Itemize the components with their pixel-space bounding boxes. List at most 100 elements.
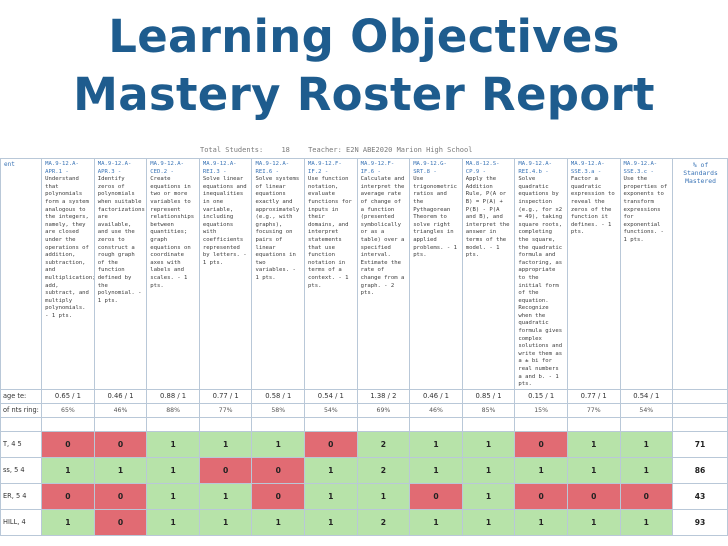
header-standard: MA.8-12.S-CP.9 - Apply the Addition Rule,… xyxy=(461,158,516,390)
score-cell: 0 xyxy=(198,456,253,484)
score-cell: 1 xyxy=(566,430,621,458)
standard-code: MA.8-12.S-CP.9 - xyxy=(465,161,500,175)
percent-cell: 65% xyxy=(41,402,95,418)
header-standard: MA.9-12.G-SRT.8 - Use trigonometric ratio… xyxy=(409,158,463,390)
score-cell: 1 xyxy=(409,508,463,536)
standard-code: MA.9-12.A-APR.1 - xyxy=(45,161,79,175)
standard-text: Calculate and interpret the average rate… xyxy=(360,176,405,297)
percent-cell: 85% xyxy=(461,402,516,418)
score-cell: 1 xyxy=(566,456,621,484)
score-cell: 0 xyxy=(93,508,148,536)
header-standard: MA.9-12.F-IF.2 - Use function notation, e… xyxy=(304,158,358,390)
standard-text: Use function notation, evaluate function… xyxy=(308,176,352,289)
student-row: T, 4 5 0 0 1 1 1 0 2 1 1 0 1 1 71 xyxy=(0,430,728,458)
mastered-percent-cell: 93 xyxy=(672,508,728,536)
average-cell: 0.54 / 1 xyxy=(619,388,674,404)
percent-cell: 69% xyxy=(356,402,411,418)
score-cell: 1 xyxy=(251,508,306,536)
header-standard: MA.9-12.A-REI.4.b - Solve quadratic equat… xyxy=(514,158,568,390)
header-standard: MA.9-12.A-REI.6 - Solve systems of linear… xyxy=(251,158,306,390)
score-cell: 1 xyxy=(514,456,568,484)
average-label: age te: xyxy=(0,388,43,404)
standard-text: Solve linear equations and inequalities … xyxy=(202,176,247,266)
score-cell: 1 xyxy=(461,508,516,536)
header-standard: MA.9-12.A-SSE.3.c - Use the properties of… xyxy=(619,158,674,390)
standard-code: MA.9-12.A-SSE.3.c - xyxy=(623,161,658,175)
score-cell: 1 xyxy=(198,508,253,536)
score-cell: 0 xyxy=(566,482,621,510)
mastery-table: ent MA.9-12.A-APR.1 - Understand that pol… xyxy=(0,158,728,536)
average-cell: 0.77 / 1 xyxy=(198,388,253,404)
standard-text: Create equations in two or more variable… xyxy=(150,176,195,289)
standard-code: MA.9-12.A-REI.4.b - xyxy=(518,161,553,175)
standard-text: Use the properties of exponents to trans… xyxy=(623,176,668,243)
percent-cell: 58% xyxy=(251,402,306,418)
mastered-percent-cell: 71 xyxy=(672,430,728,458)
score-cell: 1 xyxy=(514,508,568,536)
spacer-row xyxy=(0,416,728,432)
score-cell: 1 xyxy=(41,456,95,484)
score-cell: 1 xyxy=(619,430,674,458)
score-cell: 1 xyxy=(566,508,621,536)
standard-text: Use trigonometric ratios and the Pythago… xyxy=(413,176,457,259)
score-cell: 2 xyxy=(356,430,411,458)
percent-cell: 54% xyxy=(304,402,358,418)
average-row: age te: 0.65 / 1 0.46 / 1 0.88 / 1 0.77 … xyxy=(0,388,728,404)
average-cell: 0.54 / 1 xyxy=(304,388,358,404)
average-cell: 0.46 / 1 xyxy=(409,388,463,404)
score-cell: 1 xyxy=(146,456,200,484)
standard-text: Solve quadratic equations by inspection … xyxy=(518,176,563,388)
standard-text: Apply the Addition Rule, P(A or B) = P(A… xyxy=(465,176,510,259)
title-line-1: Learning Objectives xyxy=(108,10,620,63)
student-label: ER, 5 4 xyxy=(0,482,43,510)
header-student: ent xyxy=(0,158,43,390)
title-line-2: Mastery Roster Report xyxy=(73,68,655,121)
score-cell: 1 xyxy=(461,456,516,484)
student-label: ss, 5 4 xyxy=(0,456,43,484)
score-cell: 0 xyxy=(41,482,95,510)
mastered-percent-cell: 43 xyxy=(672,482,728,510)
average-cell-empty xyxy=(672,388,728,404)
score-cell: 1 xyxy=(356,482,411,510)
score-cell: 1 xyxy=(461,430,516,458)
score-cell: 1 xyxy=(461,482,516,510)
average-cell: 0.77 / 1 xyxy=(566,388,621,404)
average-cell: 0.88 / 1 xyxy=(146,388,200,404)
score-cell: 1 xyxy=(146,430,200,458)
standard-code: MA.9-12.A-CED.2 - xyxy=(150,161,184,175)
score-cell: 1 xyxy=(304,456,358,484)
header-standard: MA.9-12.A-REI.3 - Solve linear equations … xyxy=(198,158,253,390)
score-cell: 2 xyxy=(356,508,411,536)
standard-code: MA.9-12.A-SSE.3.a - xyxy=(570,161,605,175)
score-cell: 1 xyxy=(409,430,463,458)
score-cell: 0 xyxy=(41,430,95,458)
average-cell: 0.46 / 1 xyxy=(93,388,148,404)
header-standard: MA.9-12.A-APR.3 - Identify zeros of polyn… xyxy=(93,158,148,390)
score-cell: 1 xyxy=(93,456,148,484)
header-standard: MA.9-12.A-APR.1 - Understand that polynom… xyxy=(41,158,95,390)
standard-text: Solve systems of linear equations exactl… xyxy=(255,176,300,281)
score-cell: 0 xyxy=(514,430,568,458)
score-cell: 0 xyxy=(619,482,674,510)
score-cell: 0 xyxy=(93,430,148,458)
standard-code: MA.9-12.A-REI.3 - xyxy=(202,161,237,175)
mastered-percent-cell: 86 xyxy=(672,456,728,484)
meta-school: Teacher: E2N ABE2020 Marion High School xyxy=(308,146,473,154)
percent-cell: 46% xyxy=(93,402,148,418)
percent-cell: 46% xyxy=(409,402,463,418)
average-cell: 0.65 / 1 xyxy=(41,388,95,404)
standard-text: Understand that polynomials form a syste… xyxy=(45,176,95,319)
standard-code: MA.9-12.F-IF.6 - xyxy=(360,161,395,175)
average-cell: 1.38 / 2 xyxy=(356,388,411,404)
score-cell: 0 xyxy=(514,482,568,510)
header-standard: MA.9-12.F-IF.6 - Calculate and interpret … xyxy=(356,158,411,390)
standard-text: Factor a quadratic expression to reveal … xyxy=(570,176,615,236)
standards-header-row: ent MA.9-12.A-APR.1 - Understand that pol… xyxy=(0,158,728,390)
standard-code: MA.9-12.A-REI.6 - xyxy=(255,161,290,175)
average-cell: 0.58 / 1 xyxy=(251,388,306,404)
score-cell: 1 xyxy=(304,508,358,536)
student-label: HILL, 4 xyxy=(0,508,43,536)
percent-cell: 54% xyxy=(619,402,674,418)
score-cell: 0 xyxy=(251,456,306,484)
